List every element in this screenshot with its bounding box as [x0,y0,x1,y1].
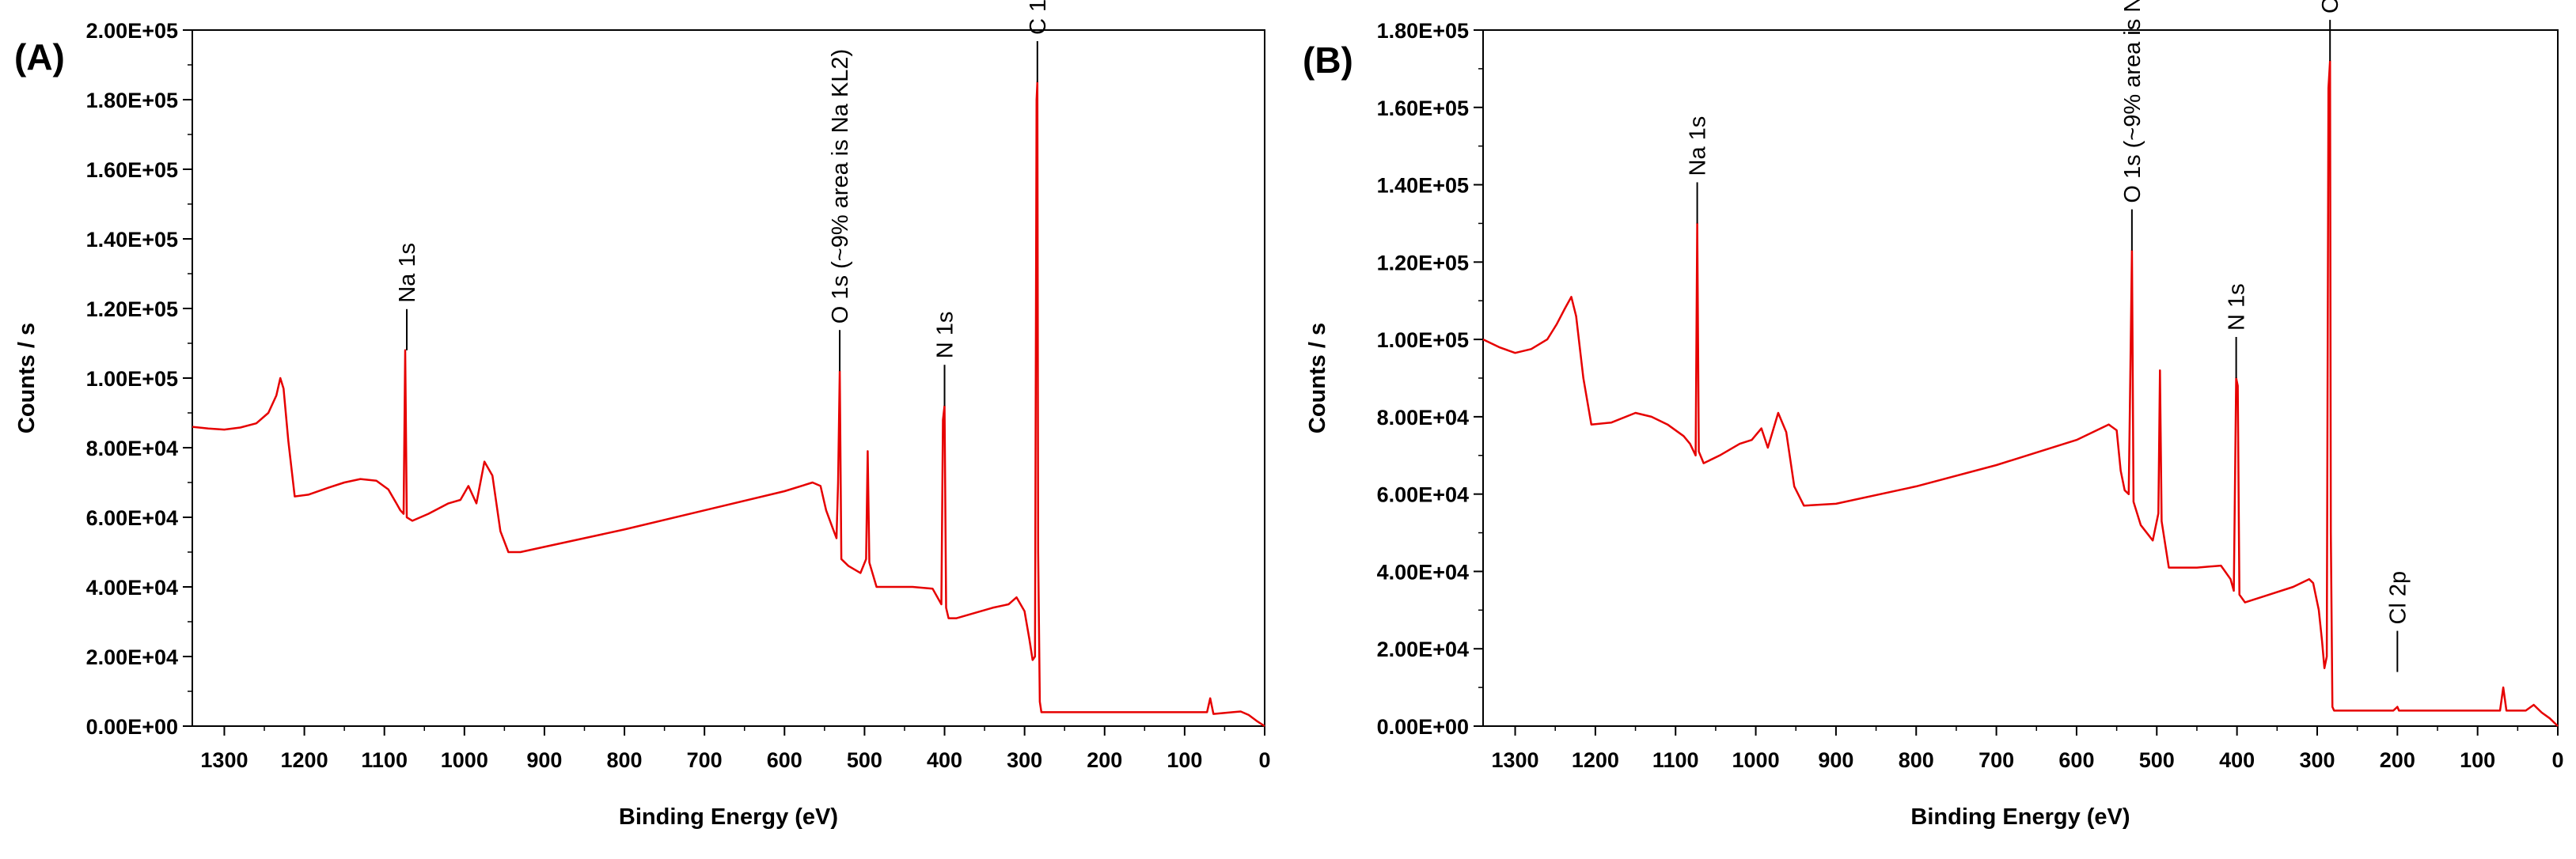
x-tick-label: 100 [2460,748,2495,772]
y-tick-label: 1.80E+05 [1377,19,1469,43]
y-tick-label: 2.00E+04 [1377,638,1469,661]
x-tick-label: 1200 [281,748,328,772]
peak-label: Na 1s [1686,116,1711,176]
x-tick-label: 400 [927,748,962,772]
y-tick-label: 1.00E+05 [86,367,178,391]
spectrum-line [192,81,1265,728]
y-tick-label: 1.60E+05 [1377,96,1469,120]
x-axis-title: Binding Energy (eV) [1910,804,2130,830]
panel-label: (A) [14,36,65,78]
x-tick-label: 0 [2551,748,2563,772]
peak-label: N 1s [933,312,958,359]
peak-label: Na 1s [395,243,420,303]
y-tick-label: 4.00E+04 [1377,560,1469,584]
x-tick-label: 200 [1087,748,1122,772]
spectrum-line [1482,59,2559,727]
x-axis-title: Binding Energy (eV) [619,804,838,830]
y-axis-title: Counts / s [14,323,40,433]
x-tick-label: 500 [2139,748,2175,772]
peak-label: C 1s [2318,0,2343,13]
x-tick-label: 600 [2058,748,2094,772]
y-tick-label: 6.00E+04 [86,506,178,530]
x-tick-label: 1100 [1652,748,1699,772]
x-tick-label: 200 [2380,748,2415,772]
y-tick-label: 0.00E+00 [1377,715,1469,739]
peak-label: N 1s [2225,283,2250,331]
x-tick-label: 300 [2299,748,2335,772]
peak-label: C 1s [1026,0,1051,35]
chart-panel-a: 0.00E+00 2.00E+04 4.00E+04 6.00E+04 8.00E+04… [14,0,1271,830]
y-tick-label: 1.40E+05 [86,228,178,252]
x-tick-label: 0 [1258,748,1270,772]
peak-label: O 1s (~9% area is Na KL2) [828,49,853,324]
x-tick-label: 700 [687,748,723,772]
x-tick-label: 1000 [1732,748,1780,772]
x-tick-label: 300 [1007,748,1042,772]
x-tick-label: 800 [607,748,643,772]
y-tick-label: 8.00E+04 [86,437,178,460]
x-tick-label: 500 [847,748,882,772]
x-tick-label: 600 [767,748,802,772]
y-tick-label: 2.00E+05 [86,19,178,43]
y-tick-label: 8.00E+04 [1377,406,1469,430]
peak-label: O 1s (~9% area is Na KL2) [2120,0,2145,203]
y-tick-label: 1.20E+05 [86,297,178,321]
y-tick-label: 1.40E+05 [1377,174,1469,198]
y-tick-label: 6.00E+04 [1377,483,1469,507]
plot-area-frame [192,29,1265,727]
y-tick-label: 1.80E+05 [86,89,178,112]
y-tick-label: 2.00E+04 [86,645,178,669]
y-tick-label: 4.00E+04 [86,576,178,600]
x-tick-label: 1000 [441,748,488,772]
x-tick-label: 1100 [361,748,408,772]
y-axis-title: Counts / s [1305,323,1330,433]
x-tick-label: 1300 [1491,748,1538,772]
chart-panel-b: 0.00E+00 2.00E+04 4.00E+04 6.00E+04 8.00E+04… [1303,0,2564,830]
x-tick-label: 900 [526,748,562,772]
x-tick-label: 100 [1167,748,1202,772]
peak-label: Cl 2p [2385,571,2411,625]
x-tick-label: 700 [1978,748,2014,772]
x-tick-label: 900 [1818,748,1853,772]
y-tick-label: 1.20E+05 [1377,251,1469,274]
x-tick-label: 800 [1899,748,1934,772]
y-tick-label: 0.00E+00 [86,715,178,739]
x-tick-label: 1200 [1572,748,1619,772]
y-tick-label: 1.60E+05 [86,158,178,182]
x-tick-label: 400 [2219,748,2255,772]
x-tick-label: 1300 [200,748,248,772]
y-tick-label: 1.00E+05 [1377,328,1469,352]
panel-label: (B) [1303,40,1353,81]
